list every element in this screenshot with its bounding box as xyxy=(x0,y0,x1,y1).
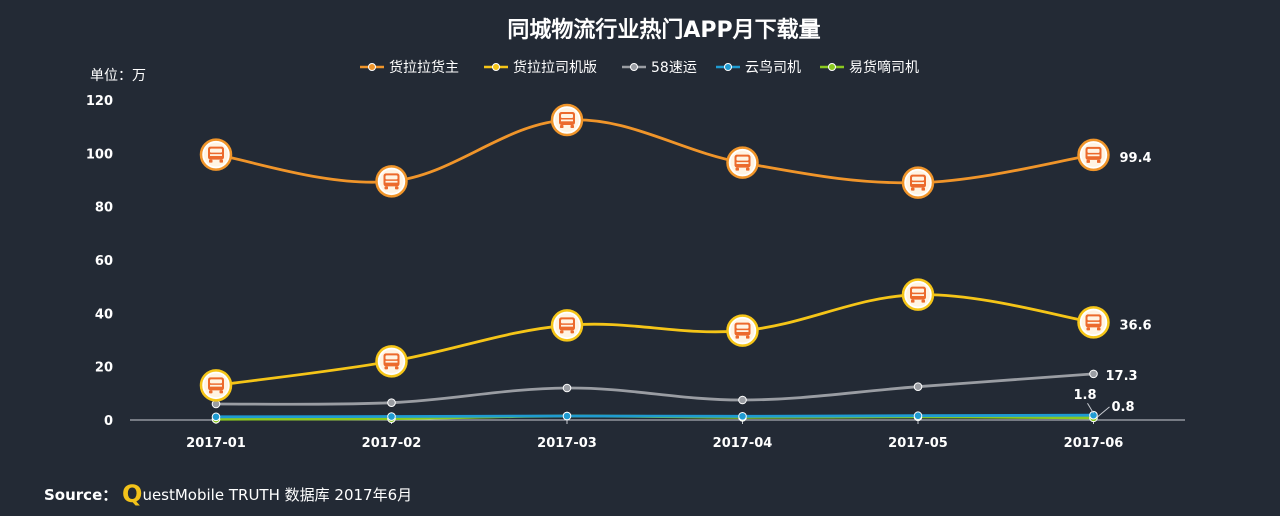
series-line xyxy=(214,413,1095,419)
legend-item[interactable]: 云鸟司机 xyxy=(716,60,801,76)
legend-item[interactable]: 58速运 xyxy=(622,60,697,76)
truck-marker-icon xyxy=(375,165,408,198)
truck-marker-icon xyxy=(901,278,935,311)
end-value-label: 99.4 xyxy=(1120,151,1152,166)
series-point xyxy=(387,398,396,407)
chart-title: 同城物流行业热门APP月下载量 xyxy=(507,17,820,43)
series-group xyxy=(199,103,1110,199)
legend-label: 易货嘀司机 xyxy=(849,59,919,76)
y-tick-label: 0 xyxy=(104,414,113,429)
series-point xyxy=(562,411,572,421)
truck-marker-icon xyxy=(726,314,759,347)
end-value-label: 0.8 xyxy=(1112,400,1135,415)
source-line: Source： QuestMobile TRUTH 数据库 2017年6月 xyxy=(44,480,412,508)
series-group xyxy=(211,410,1098,422)
series-point xyxy=(211,412,221,422)
source-suffix: TRUTH 数据库 2017年6月 xyxy=(228,486,413,504)
y-tick-label: 100 xyxy=(86,147,113,162)
truck-marker-icon xyxy=(375,345,408,378)
series-layer xyxy=(199,103,1110,424)
series-point xyxy=(738,411,747,421)
x-tick-label: 2017-06 xyxy=(1064,436,1124,451)
legend-label: 58速运 xyxy=(651,60,697,76)
truck-marker-icon xyxy=(1077,138,1110,172)
series-point xyxy=(913,411,923,421)
x-tick-label: 2017-02 xyxy=(362,436,422,451)
x-tick-label: 2017-01 xyxy=(186,436,246,451)
series-line xyxy=(214,293,1095,387)
y-tick-label: 60 xyxy=(95,254,113,269)
truck-marker-icon xyxy=(199,138,233,171)
x-axis: 2017-01 2017-02 2017-03 2017-04 2017-05 2017-… xyxy=(130,419,1185,451)
label-leader-line xyxy=(1087,402,1094,414)
truck-marker-icon xyxy=(199,369,233,402)
legend-dot-icon xyxy=(630,63,638,71)
series-point xyxy=(738,395,747,405)
x-tick-label: 2017-03 xyxy=(537,436,597,451)
series-group xyxy=(199,278,1110,402)
source-brand: uestMobile xyxy=(142,486,225,504)
truck-marker-icon xyxy=(1077,306,1110,339)
truck-marker-icon xyxy=(901,166,935,199)
truck-marker-icon xyxy=(726,146,759,179)
questmobile-q-logo: Q xyxy=(122,480,143,508)
legend-label: 货拉拉司机版 xyxy=(513,59,597,76)
truck-marker-icon xyxy=(550,103,584,137)
y-axis: 0 20 40 60 80 100 120 xyxy=(86,94,113,429)
end-value-label: 17.3 xyxy=(1106,369,1138,384)
legend-item[interactable]: 货拉拉司机版 xyxy=(484,59,597,76)
y-tick-label: 80 xyxy=(95,201,113,216)
legend-dot-icon xyxy=(492,63,500,71)
end-value-label: 1.8 xyxy=(1074,388,1097,403)
legend-item[interactable]: 货拉拉货主 xyxy=(360,59,459,76)
x-tick-label: 2017-05 xyxy=(888,436,948,451)
label-leader-line xyxy=(1097,406,1110,418)
legend-label: 云鸟司机 xyxy=(745,60,801,76)
legend-dot-icon xyxy=(724,63,732,71)
y-tick-label: 40 xyxy=(95,307,113,322)
end-value-label: 36.6 xyxy=(1120,318,1152,333)
y-tick-label: 120 xyxy=(86,94,113,109)
x-tick-label: 2017-04 xyxy=(713,436,773,451)
series-point xyxy=(562,383,572,393)
series-point xyxy=(1089,369,1098,379)
series-line xyxy=(214,118,1095,185)
series-point xyxy=(913,382,923,391)
legend-label: 货拉拉货主 xyxy=(389,59,459,76)
series-point xyxy=(1089,410,1098,420)
legend-dot-icon xyxy=(368,63,376,71)
legend: 货拉拉货主 货拉拉司机版 58速运 云鸟司机 易货嘀司机 xyxy=(360,59,919,76)
y-tick-label: 20 xyxy=(95,361,113,376)
series-group xyxy=(211,369,1098,409)
truck-marker-icon xyxy=(550,309,584,342)
series-line xyxy=(214,372,1095,406)
end-labels: 99.4 36.6 17.3 1.8 0.8 xyxy=(1074,151,1152,418)
legend-item[interactable]: 易货嘀司机 xyxy=(820,59,919,76)
series-point xyxy=(387,412,396,421)
source-prefix: Source： xyxy=(44,486,118,504)
unit-label: 单位：万 xyxy=(90,68,146,84)
legend-dot-icon xyxy=(828,63,836,71)
